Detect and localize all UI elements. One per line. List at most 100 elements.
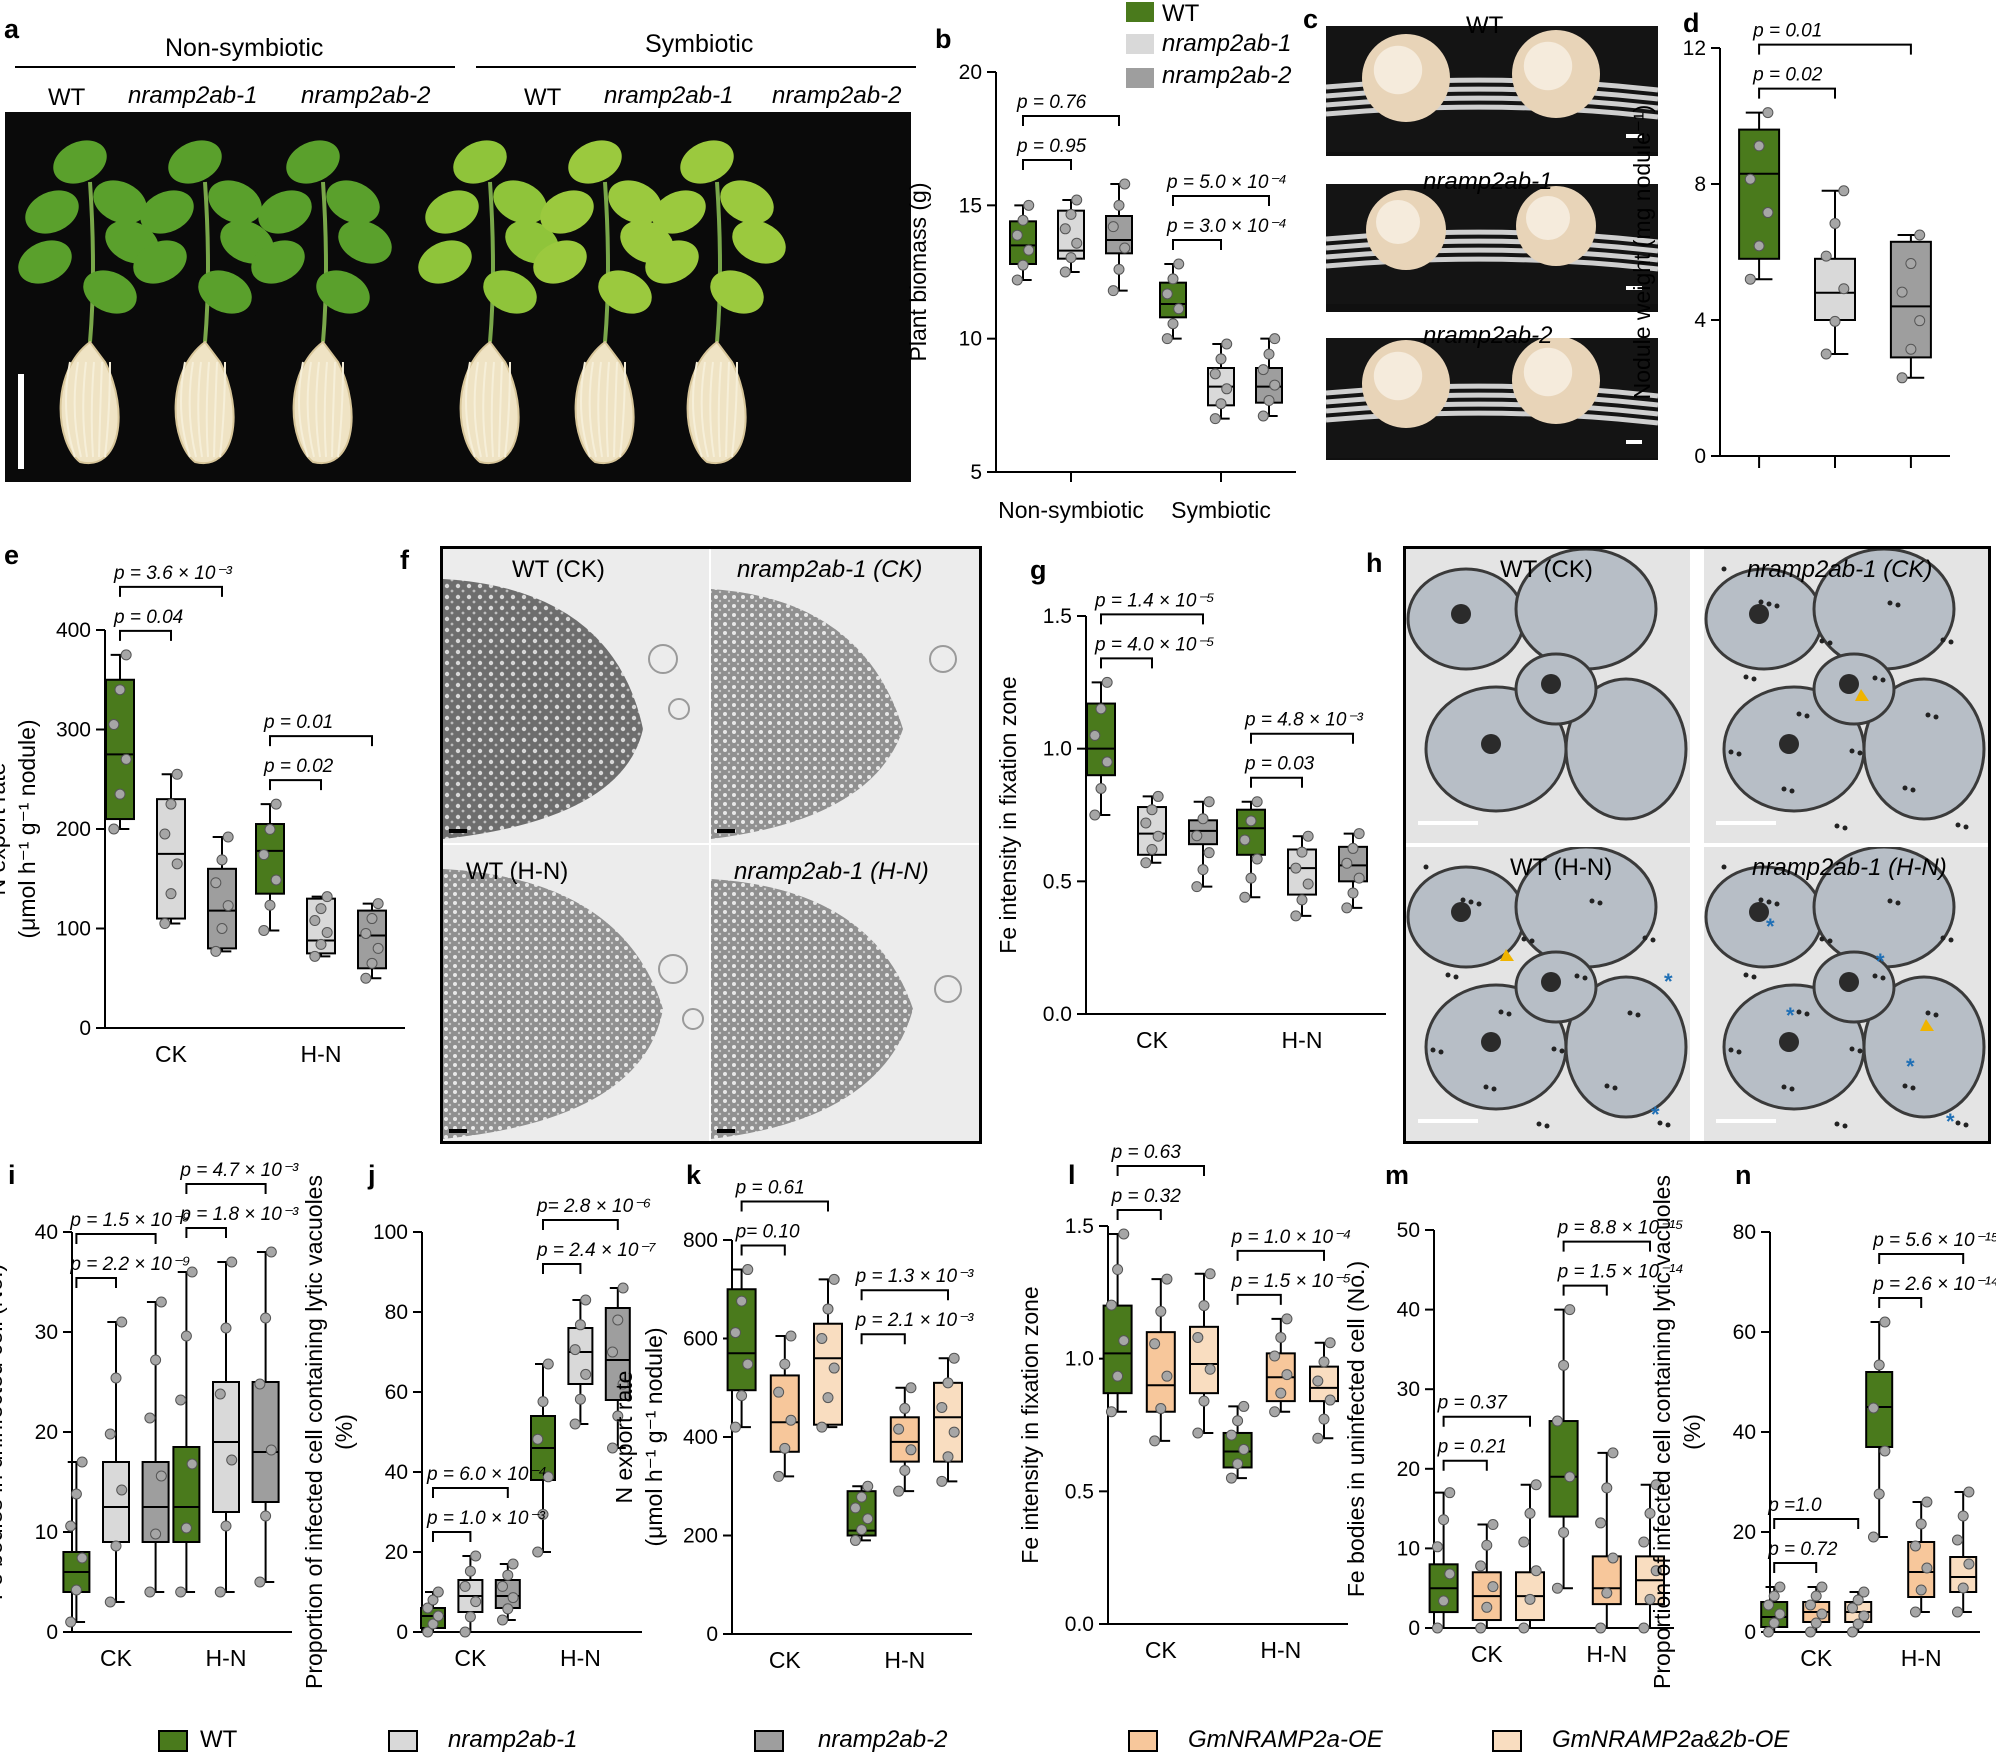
root-strand [709, 361, 715, 458]
significance-bracket [75, 1233, 157, 1244]
root-strand [588, 361, 597, 458]
data-point [1197, 864, 1209, 876]
y-axis-label: (μmol h⁻¹ g⁻¹ nodule) [14, 719, 40, 938]
data-point [1101, 676, 1113, 688]
data-point [899, 1464, 911, 1476]
cell-nucleus [1451, 902, 1471, 922]
cell-nucleus [1481, 734, 1501, 754]
data-point [464, 1565, 476, 1577]
leaf [316, 270, 370, 314]
box-l [1102, 1228, 1133, 1418]
legend-swatch [1126, 68, 1154, 88]
data-point [1095, 703, 1107, 715]
data-point [1347, 842, 1359, 854]
fe-body [1789, 788, 1795, 794]
data-point [816, 1421, 828, 1433]
data-point [76, 1552, 88, 1564]
data-point [210, 945, 222, 957]
data-point [1551, 1582, 1563, 1594]
data-point [1650, 1479, 1662, 1491]
y-tick-label: 10 [35, 1521, 58, 1544]
data-point [1155, 1305, 1167, 1317]
fe-body [1751, 676, 1757, 682]
data-point [736, 1295, 748, 1307]
y-tick-label: 1.5 [1043, 605, 1072, 628]
significance-bracket [432, 1487, 509, 1498]
data-point [617, 1282, 629, 1294]
data-point [432, 1610, 444, 1622]
data-point [1173, 258, 1185, 270]
data-point [422, 1602, 434, 1614]
y-tick-label: 50 [1397, 1219, 1420, 1242]
cell-nucleus [1839, 674, 1859, 694]
data-point [265, 1444, 277, 1456]
root-strand [1326, 104, 1658, 120]
significance-bracket [860, 1289, 949, 1301]
x-group-label: CK [155, 1041, 188, 1067]
root-strand [465, 361, 476, 458]
leaf [645, 240, 699, 284]
data-point [497, 1580, 509, 1592]
significance-bracket [1773, 1562, 1818, 1573]
group-label-nonsymbiotic: Non-symbiotic [165, 34, 324, 62]
leaf [425, 190, 479, 234]
data-point [1011, 229, 1023, 241]
data-point [214, 1388, 226, 1400]
data-point [1816, 1608, 1828, 1620]
y-tick-label: 0 [706, 1623, 718, 1646]
box-b [1105, 178, 1133, 297]
leaf [680, 140, 734, 184]
fe-body [1721, 566, 1727, 572]
panel-label-n: n [1735, 1160, 1752, 1190]
root-strand [315, 361, 321, 458]
nodule-row [1326, 164, 1658, 304]
data-point [1275, 1331, 1287, 1343]
data-point [779, 1442, 791, 1454]
box-b [1255, 333, 1283, 422]
data-point [1838, 283, 1850, 295]
data-point [372, 898, 384, 910]
data-point [1524, 1593, 1536, 1605]
root-strand [219, 361, 226, 458]
fe-body [1728, 749, 1734, 755]
data-point [1524, 1507, 1536, 1519]
data-point [1089, 729, 1101, 741]
y-tick-label: 20 [1733, 1521, 1756, 1544]
data-point [114, 788, 126, 800]
data-point [1296, 894, 1308, 906]
box-n [1802, 1581, 1831, 1638]
scale-bar [1626, 440, 1642, 444]
significance-bracket [1116, 1208, 1162, 1220]
data-point [1475, 1560, 1487, 1572]
significance-bracket [1236, 1293, 1282, 1305]
data-point [1112, 1370, 1124, 1382]
data-point [309, 950, 321, 962]
legend-swatch [158, 1730, 188, 1752]
data-point [321, 926, 333, 938]
data-point [1221, 383, 1233, 395]
y-tick-label: 0.0 [1043, 1003, 1072, 1026]
significance-bracket [119, 585, 223, 597]
data-point [1957, 1510, 1969, 1522]
data-point [1161, 1273, 1173, 1285]
box-g [1287, 830, 1317, 922]
data-point [742, 1358, 754, 1370]
genotype-label: WT [48, 84, 86, 111]
micrograph-label: WT (H-N) [1510, 854, 1613, 881]
fe-body [1635, 1012, 1641, 1018]
data-point [1852, 1594, 1864, 1606]
root-strand [90, 361, 95, 458]
root-mass [574, 340, 635, 465]
data-point [222, 831, 234, 843]
box-m [1548, 1304, 1579, 1594]
chart-n: 0 20 40 60 80 Proportion of infected cell con… [1649, 1175, 1996, 1689]
data-point [427, 1594, 439, 1606]
leaf [493, 180, 547, 224]
panel-label-m: m [1385, 1160, 1410, 1190]
data-point [171, 768, 183, 780]
data-point [1564, 1471, 1576, 1483]
x-group-label: Non-symbiotic [998, 497, 1144, 523]
fe-body [1887, 600, 1893, 606]
data-point [1873, 1488, 1885, 1500]
significance-bracket [1116, 1164, 1205, 1176]
